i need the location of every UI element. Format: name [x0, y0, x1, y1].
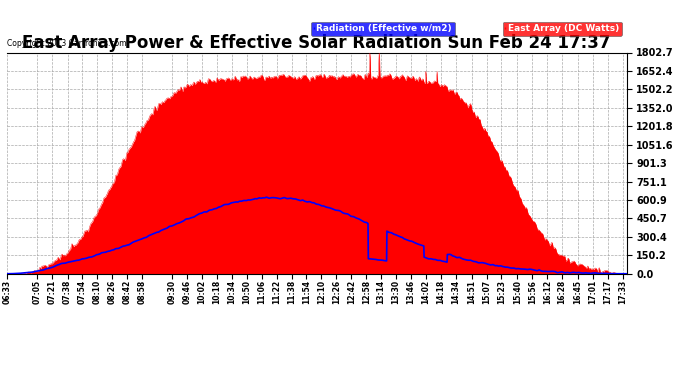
Title: East Array Power & Effective Solar Radiation Sun Feb 24 17:37: East Array Power & Effective Solar Radia… [23, 34, 611, 53]
Legend: East Array (DC Watts): East Array (DC Watts) [502, 22, 622, 36]
Text: Copyright 2013 Cartronics.com: Copyright 2013 Cartronics.com [7, 39, 126, 48]
